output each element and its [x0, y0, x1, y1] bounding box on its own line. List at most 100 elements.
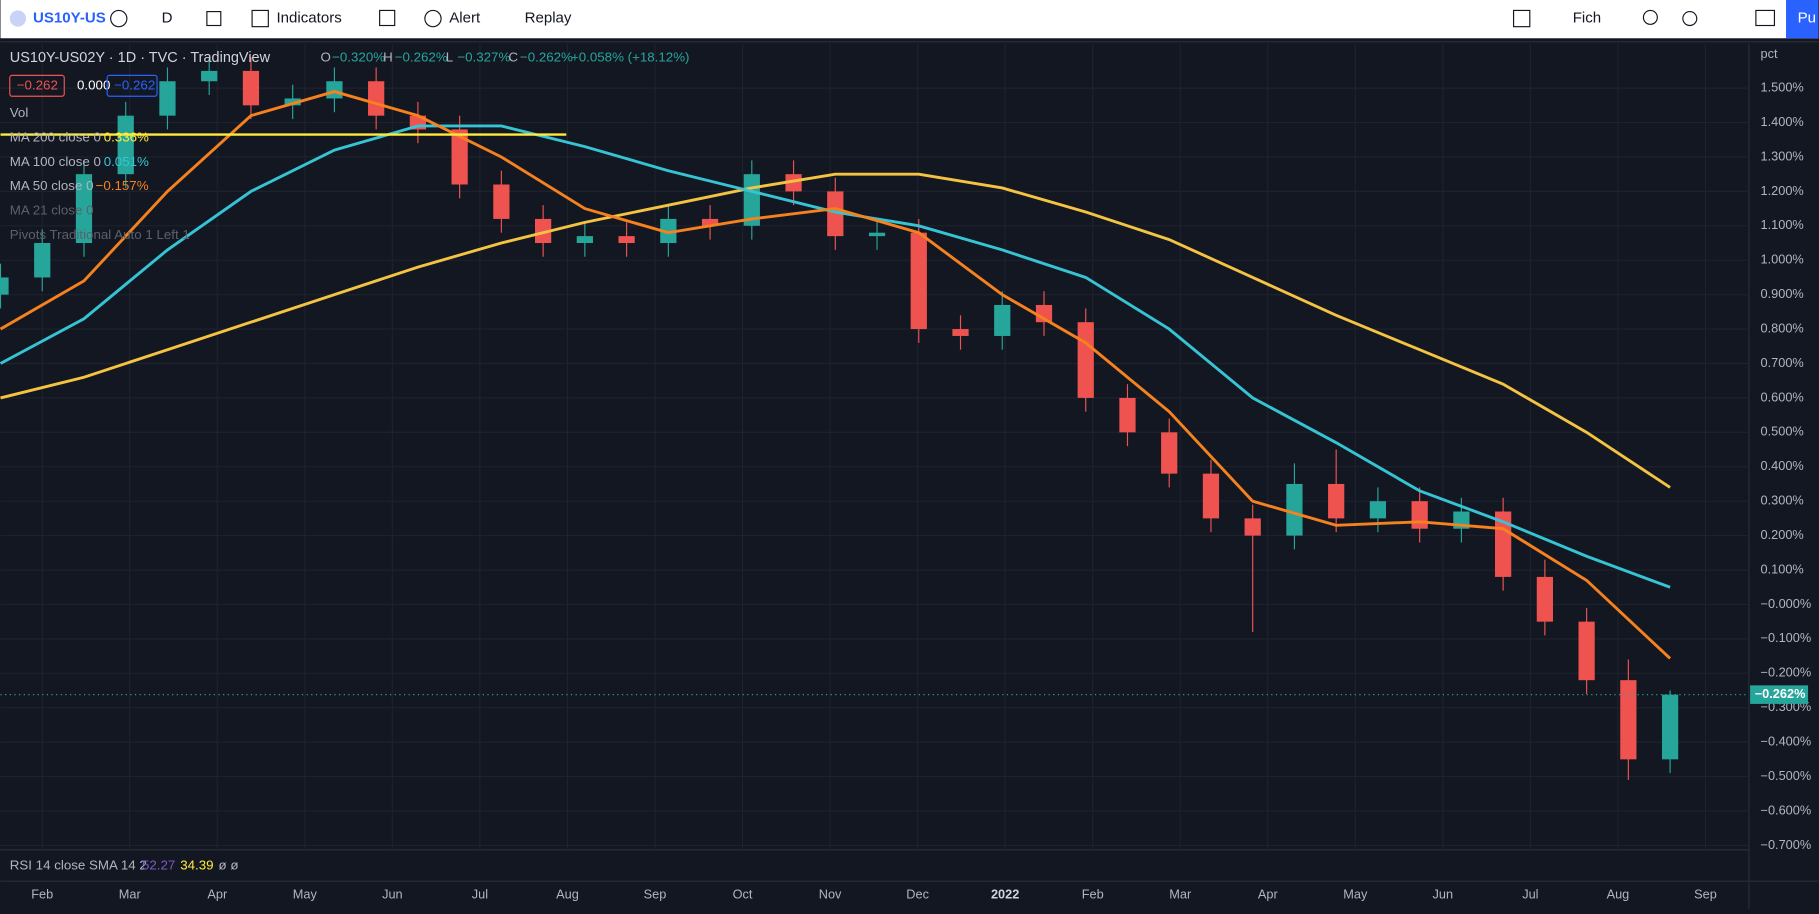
- y-tick-label: −0.500%: [1761, 768, 1812, 783]
- candle-body: [1286, 483, 1303, 536]
- x-tick-label: May: [1343, 886, 1368, 901]
- y-tick-label: 1.100%: [1761, 217, 1804, 232]
- candle-body: [75, 174, 93, 244]
- x-tick-label: Jun: [1433, 886, 1454, 901]
- x-tick-label: Nov: [819, 886, 842, 901]
- replay-button[interactable]: Replay: [525, 10, 572, 27]
- candle-body: [660, 218, 677, 244]
- vol-label: Vol: [10, 105, 29, 120]
- layout-button[interactable]: Fich: [1573, 10, 1601, 27]
- templates[interactable]: [379, 9, 396, 27]
- x-tick-label: Oct: [733, 886, 753, 901]
- candle-body: [576, 236, 593, 244]
- y-tick-label: −0.100%: [1761, 630, 1812, 645]
- study-value: 0.051%: [104, 154, 149, 169]
- y-tick-label: 1.500%: [1761, 79, 1804, 94]
- publish[interactable]: [1786, 0, 1819, 39]
- y-tick-label: 0.800%: [1761, 320, 1804, 335]
- candle-body: [1244, 518, 1261, 536]
- candle-body: [701, 218, 719, 226]
- ma-line: [0, 90, 1672, 660]
- x-tick-label: Aug: [1607, 886, 1630, 901]
- value-box-label: 0.000: [77, 77, 110, 92]
- ohlc-value: C: [508, 49, 518, 64]
- indicators-button[interactable]: Indicators: [276, 10, 341, 27]
- y-tick-label: −0.200%: [1761, 665, 1812, 680]
- y-tick-label: 0.700%: [1761, 355, 1804, 370]
- study-name: MA 200 close 0: [10, 129, 101, 144]
- candle-body: [326, 81, 343, 99]
- candle-body: [493, 184, 510, 219]
- candle-body: [368, 81, 385, 116]
- y-tick-label: −0.600%: [1761, 802, 1812, 817]
- value-box-label: −0.262: [17, 77, 58, 92]
- candle-body: [1411, 501, 1428, 529]
- y-tick-label: −0.700%: [1761, 837, 1812, 852]
- ohlc-value: L: [446, 49, 453, 64]
- value-box: [9, 74, 65, 97]
- value-box: [106, 74, 158, 97]
- indicators-icon: [251, 9, 269, 28]
- snapshot[interactable]: [1755, 9, 1776, 27]
- x-tick-label: Feb: [31, 886, 53, 901]
- candle-body: [0, 277, 9, 295]
- rsi-extra: ø ø: [218, 858, 238, 873]
- y-tick-label: 1.400%: [1761, 114, 1804, 129]
- x-tick-label: Apr: [1258, 886, 1279, 901]
- candle-body: [535, 218, 552, 244]
- candle-body: [1369, 501, 1387, 519]
- candle-body: [785, 174, 802, 192]
- ohlc-value: −0.327%: [457, 49, 510, 64]
- y-tick-label: 0.900%: [1761, 286, 1804, 301]
- alert-button[interactable]: Alert: [449, 10, 481, 27]
- candle-body: [868, 232, 886, 237]
- x-tick-label: Jun: [382, 886, 403, 901]
- candle-body: [451, 129, 468, 185]
- y-tick-label: −0.000%: [1761, 596, 1812, 611]
- candle-body: [1578, 621, 1595, 681]
- candle-body: [284, 98, 301, 106]
- symbol-icon: [9, 10, 27, 27]
- y-tick-label: −0.400%: [1761, 734, 1812, 749]
- y-tick-label: 1.000%: [1761, 252, 1804, 267]
- y-tick-label: 0.500%: [1761, 424, 1804, 439]
- study-name: MA 21 close 0: [10, 203, 94, 218]
- x-tick-label: Mar: [119, 886, 142, 901]
- add-symbol[interactable]: [110, 9, 128, 28]
- candle-body: [1077, 322, 1094, 398]
- toolbar: [0, 0, 1819, 39]
- symbol[interactable]: US10Y-US: [33, 10, 106, 27]
- legend-title: US10Y-US02Y · 1D · TVC · TradingView: [10, 50, 271, 66]
- candle-body: [994, 304, 1011, 336]
- interval[interactable]: D: [162, 10, 173, 27]
- y-tick-label: 0.100%: [1761, 561, 1804, 576]
- layout-icon: [1512, 9, 1531, 28]
- publish-label: Pu: [1798, 10, 1816, 27]
- rsi-name: RSI 14 close SMA 14 2: [10, 858, 147, 873]
- ohlc-value: O: [321, 49, 331, 64]
- candle-body: [242, 70, 260, 106]
- settings[interactable]: [1682, 11, 1698, 27]
- candle-body: [952, 329, 969, 336]
- candle-body: [117, 115, 134, 175]
- candle-body: [618, 236, 635, 244]
- last-price-tag: [1750, 685, 1809, 704]
- candle-body: [1161, 432, 1178, 474]
- search[interactable]: [1642, 9, 1658, 25]
- ma-line: [0, 124, 1671, 589]
- study-name: Pivots Traditional Auto 1 Left 1: [10, 227, 190, 242]
- rsi-sma: 34.39: [180, 858, 213, 873]
- x-tick-label: Dec: [906, 886, 929, 901]
- candle-body: [201, 70, 218, 82]
- x-tick-label: Sep: [1694, 886, 1717, 901]
- y-tick-label: 1.200%: [1761, 183, 1804, 198]
- study-name: MA 100 close 0: [10, 154, 101, 169]
- candle-body: [1328, 483, 1345, 519]
- x-tick-label: 2022: [991, 886, 1019, 901]
- candle-body: [159, 81, 176, 116]
- ohlc-value: H: [383, 49, 393, 64]
- y-tick-label: 1.300%: [1761, 148, 1804, 163]
- chart-type[interactable]: [206, 11, 222, 27]
- candle-body: [1620, 680, 1637, 760]
